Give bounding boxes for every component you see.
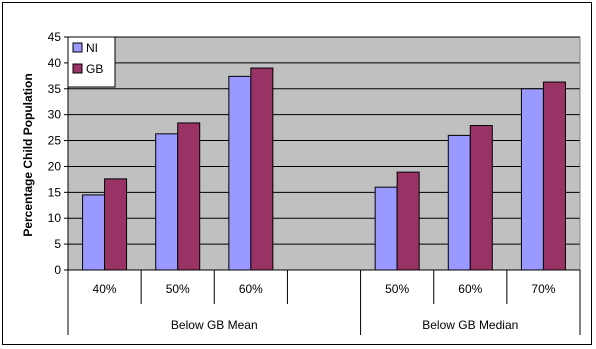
- bar-gb-0: [104, 178, 128, 271]
- bar-ni-1: [155, 133, 179, 271]
- legend-swatch-gb: [72, 63, 83, 74]
- y-axis-label: Percentage Child Population: [21, 73, 35, 236]
- bar-gb-2: [250, 67, 274, 271]
- y-tick-label: 5: [54, 237, 61, 251]
- bar-ni-5: [447, 134, 471, 271]
- y-tick-label: 20: [48, 159, 62, 173]
- bar-gb-1: [177, 122, 201, 271]
- plot-area: [68, 37, 580, 270]
- bar-ni-4: [374, 186, 398, 271]
- legend-label-gb: GB: [86, 62, 103, 76]
- legend-label-ni: NI: [86, 41, 98, 55]
- y-tick-label: 25: [48, 134, 62, 148]
- y-tick-label: 10: [48, 211, 62, 225]
- x-tick-label: 60%: [458, 282, 482, 296]
- bar-ni-6: [520, 88, 544, 271]
- x-tick-label: 40%: [93, 282, 117, 296]
- y-tick-label: 35: [48, 82, 62, 96]
- legend-swatch-ni: [72, 42, 83, 53]
- y-tick-label: 45: [48, 30, 62, 44]
- bar-gb-4: [396, 171, 420, 271]
- x-tick-label: 50%: [385, 282, 409, 296]
- x-group-label: Below GB Mean: [171, 318, 258, 332]
- bar-ni-0: [82, 194, 106, 271]
- y-tick-label: 30: [48, 108, 62, 122]
- bar-ni-2: [228, 75, 252, 271]
- bar-gb-6: [542, 81, 566, 271]
- x-tick-label: 70%: [531, 282, 555, 296]
- y-tick-label: 40: [48, 56, 62, 70]
- x-tick-label: 60%: [239, 282, 263, 296]
- x-group-label: Below GB Median: [422, 318, 518, 332]
- bar-gb-5: [469, 125, 493, 271]
- x-tick-label: 50%: [166, 282, 190, 296]
- y-tick-label: 0: [54, 263, 61, 277]
- y-tick-label: 15: [48, 185, 62, 199]
